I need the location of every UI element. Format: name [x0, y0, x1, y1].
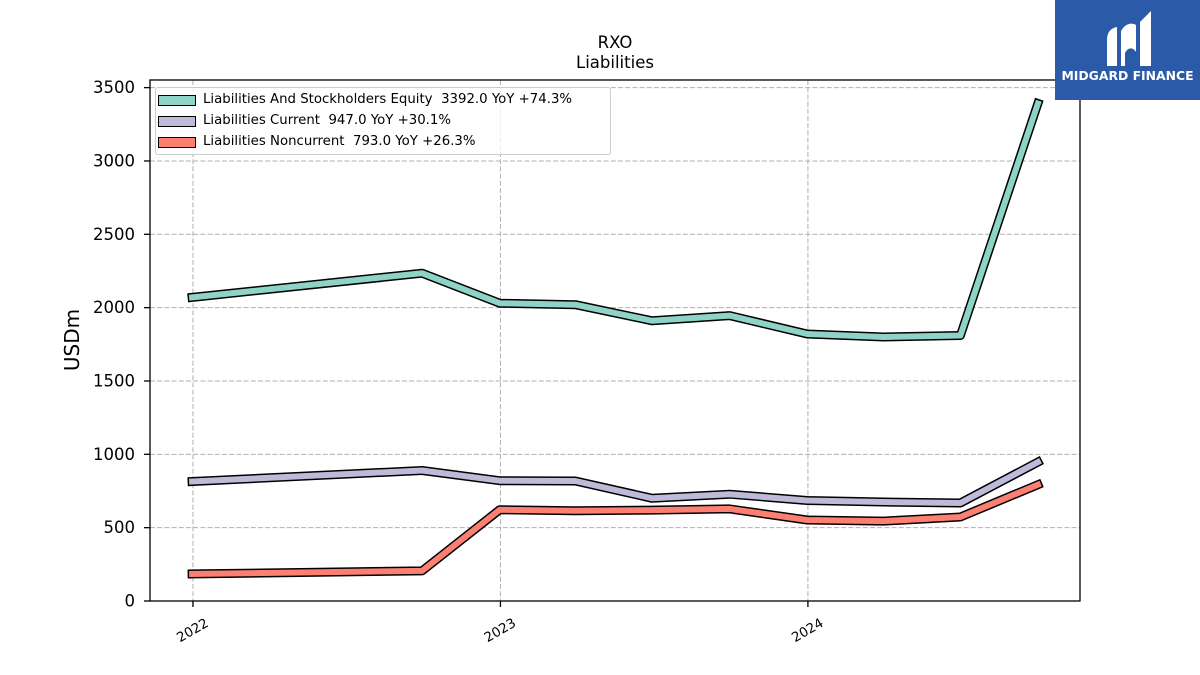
legend-swatch [158, 136, 196, 148]
brand-logo: MIDGARD FINANCE [1055, 0, 1200, 100]
x-tick-label: 2023 [482, 616, 519, 646]
y-tick-label: 3000 [93, 151, 135, 170]
legend-value: 947.0 YoY +30.1% [328, 113, 451, 129]
brand-name: MIDGARD FINANCE [1061, 68, 1194, 83]
chart-title: RXO [598, 33, 633, 52]
y-tick-label: 500 [104, 518, 136, 537]
chart-subtitle: Liabilities [576, 53, 654, 72]
grid-lines [150, 80, 1080, 601]
series-line-liabilities-and-stockholders-equity [187, 97, 1044, 342]
series-line-stroke [189, 480, 1042, 577]
chart-legend: Liabilities And Stockholders Equity 3392… [155, 87, 611, 155]
x-tick-label: 2022 [175, 616, 212, 646]
legend-item-liabilities-and-stockholders-equity: Liabilities And Stockholders Equity 3392… [156, 90, 610, 111]
x-tick-label: 2024 [790, 616, 827, 646]
axes: 0 500 1000 1500 2000 2500 3000 3500 2022 2023 2024 [93, 78, 826, 646]
y-axis-label: USDm [60, 309, 84, 371]
series-line-liabilities-current [187, 456, 1044, 508]
series-lines [187, 97, 1044, 579]
legend-value: 3392.0 YoY +74.3% [441, 92, 573, 108]
y-tick-label: 1000 [93, 445, 135, 464]
legend-swatch [158, 94, 196, 106]
plot-frame [149, 79, 1081, 602]
y-tick-label: 2000 [93, 298, 135, 317]
legend-label: Liabilities Noncurrent [203, 134, 345, 150]
legend-label: Liabilities Current [203, 113, 320, 129]
y-tick-label: 2500 [93, 225, 135, 244]
y-tick-label: 1500 [93, 371, 135, 390]
midgard-finance-logo-icon [1107, 11, 1151, 66]
series-line-stroke [188, 458, 1042, 506]
legend-value: 793.0 YoY +26.3% [353, 134, 476, 150]
series-line-stroke [188, 99, 1042, 340]
legend-item-liabilities-current: Liabilities Current 947.0 YoY +30.1% [156, 111, 610, 132]
series-line-outline [187, 456, 1044, 508]
series-line-liabilities-noncurrent [187, 478, 1044, 579]
legend-swatch [158, 115, 196, 127]
y-tick-label: 0 [125, 592, 136, 611]
legend-label: Liabilities And Stockholders Equity [203, 92, 433, 108]
legend-item-liabilities-noncurrent: Liabilities Noncurrent 793.0 YoY +26.3% [156, 132, 610, 153]
y-tick-label: 3500 [93, 78, 135, 97]
